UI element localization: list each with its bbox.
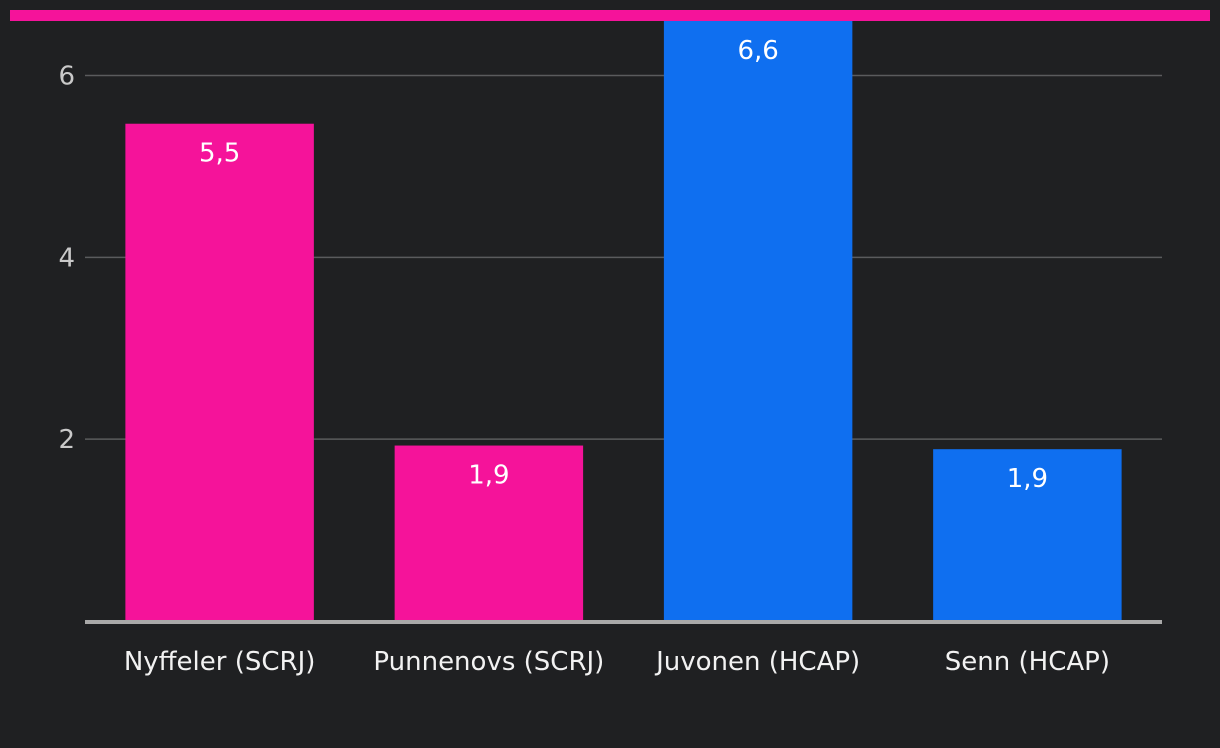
x-category-label: Punnenovs (SCRJ) [373,647,604,677]
bars [125,21,1122,622]
bar-value-label: 1,9 [468,461,509,491]
labels: 2 4 6 5,5 Nyffeler (SCRJ) 1,9 Punnenovs (SCRJ)… [58,36,1110,677]
bar [125,123,314,622]
x-category-label: Nyffeler (SCRJ) [124,647,316,677]
x-category-label: Juvonen (HCAP) [654,647,860,677]
bar-value-label: 5,5 [199,139,240,169]
bar-value-label: 1,9 [1007,464,1048,494]
x-category-label: Senn (HCAP) [945,647,1110,677]
bar-value-label: 6,6 [737,36,778,66]
bar [933,449,1122,621]
y-tick-label: 2 [58,425,75,455]
bar [394,445,584,621]
top-accent-stripe [10,10,1210,21]
y-tick-label: 6 [58,62,75,92]
y-tick-label: 4 [58,243,75,273]
bar [663,21,853,621]
